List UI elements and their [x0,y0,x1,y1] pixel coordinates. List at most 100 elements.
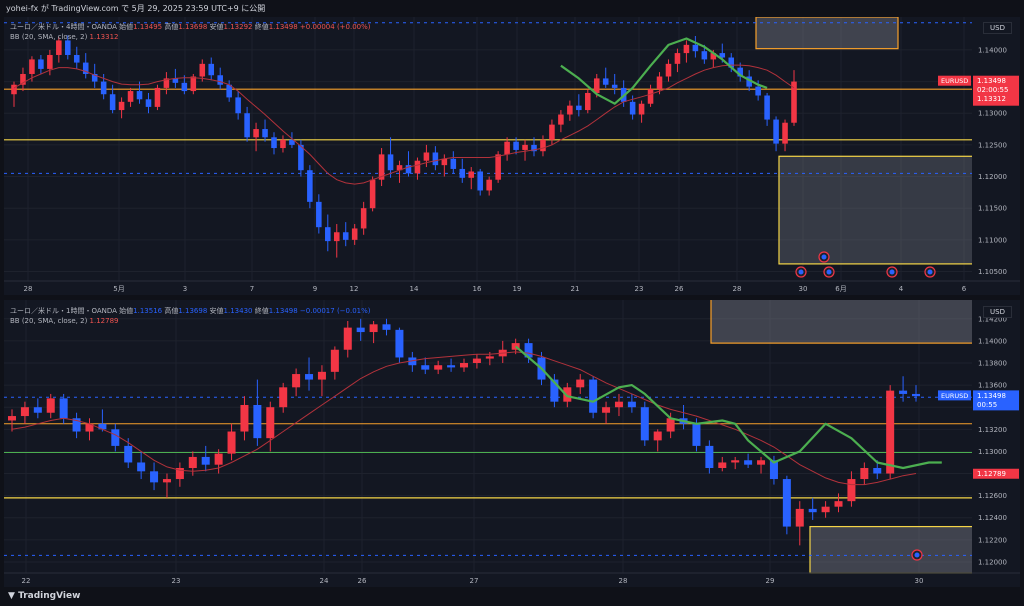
price-tick-label: 1.13800 [978,360,1007,368]
candle-body [731,460,740,463]
candle-body [38,59,44,69]
candle-body [653,431,662,441]
time-tick-label: 7 [250,285,254,293]
time-tick-label: 14 [410,285,419,293]
price-tick-label: 1.11500 [978,205,1007,213]
candle-body [154,87,161,107]
candle-body [485,356,494,359]
price-tick-label: 1.10500 [978,268,1007,276]
time-tick-label: 30 [799,285,808,293]
price-tick-label: 1.12400 [978,514,1007,522]
candle-body [227,431,236,454]
price-tick-label: 1.13200 [978,426,1007,434]
open-label: 始値 [119,307,134,315]
candle-body [369,179,376,209]
candle-body [298,144,304,171]
indicator-legend[interactable]: BB (20, SMA, close, 2) 1.13312 [10,33,119,41]
candle-body [111,429,120,446]
price-axis-bg [972,17,1020,295]
chart-canvas-4h[interactable]: 1.140001.135001.130001.125001.120001.115… [4,17,1020,295]
trend-path [560,37,768,105]
currency-button[interactable]: USD [983,306,1012,318]
zone-box [809,525,981,574]
currency-button[interactable]: USD [983,22,1012,34]
candle-body [746,76,752,87]
candle-body [513,141,519,150]
countdown-text: 02:00:55 [977,86,1008,94]
indicator-value: 1.12789 [89,317,119,325]
time-tick-label: 19 [513,285,522,293]
indicator-label: BB (20, SMA, close, 2) [10,33,88,41]
high-value: 1.13698 [178,23,208,31]
price-tick-label: 1.12600 [978,492,1007,500]
price-tick-label: 1.11000 [978,236,1007,244]
candle-body [589,379,598,413]
candle-body [674,53,681,64]
indicator-legend[interactable]: BB (20, SMA, close, 2) 1.12789 [10,317,119,325]
pane-divider[interactable] [4,295,1020,300]
price-tick-label: 1.13000 [978,110,1007,118]
candle-body [20,407,29,417]
candle-body [33,407,42,413]
candle-body [434,365,443,370]
candle-body [163,78,170,88]
candle-body [576,105,582,111]
time-tick-label: 28 [24,285,33,293]
candle-body [317,371,326,380]
candle-body [405,165,412,174]
publish-header: yohei-fx が TradingView.com で 5月 29, 2025… [0,0,1024,17]
candle-body [109,94,116,111]
candle-body [46,398,55,413]
candle-body [98,423,107,430]
candle-body [188,456,197,468]
time-tick-label: 3 [183,285,187,293]
candle-body [504,141,510,155]
candle-body [85,423,94,432]
time-tick-label: 28 [619,577,628,585]
candle-body [316,201,322,228]
candle-body [576,379,585,388]
candle-body [791,81,797,123]
candle-body [118,101,125,111]
candle-body [549,124,555,140]
candle-body [100,81,107,95]
candle-body [611,84,618,88]
candle-body [59,398,68,419]
candle-body [330,349,339,372]
footer-bar: ▼ TradingView [0,588,1024,606]
candle-body [627,401,636,408]
candle-body [408,357,417,366]
candle-body [486,179,492,191]
candles [7,318,921,546]
candle-body [834,501,843,507]
time-tick-label: 29 [766,577,775,585]
logo-text: TradingView [18,591,81,601]
candle-body [56,40,62,55]
candle-body [886,390,895,474]
candle-body [683,44,690,54]
candle-body [821,506,830,513]
candle-body [181,82,188,92]
price-tick-label: 1.12000 [978,173,1007,181]
tradingview-logo[interactable]: ▼ TradingView [8,591,80,601]
candle-body [737,67,743,77]
candle-body [280,139,286,149]
candle-body [638,103,645,115]
candle-body [266,407,275,439]
chart-panel-4h[interactable]: 1.140001.135001.130001.125001.120001.115… [4,17,1020,295]
candle-body [550,379,559,402]
time-tick-label: 24 [320,577,329,585]
price-badge [973,390,1019,411]
candle-body [217,75,223,85]
high-value: 1.13698 [178,307,208,315]
gridlines [4,300,972,573]
time-axis: 28 5月 3 7 9 12 14 16 19 21 23 26 28 30 6月 4 6 [4,280,1020,293]
candle-body [382,324,391,330]
candle-body [757,460,766,465]
time-tick-label: 9 [313,285,317,293]
price-axis: 1.142001.140001.138001.136001.134001.132… [972,300,1020,587]
chart-canvas-1h[interactable]: 1.142001.140001.138001.136001.134001.132… [4,300,1020,587]
candle-body [414,160,421,174]
chart-panel-1h[interactable]: 1.142001.140001.138001.136001.134001.132… [4,300,1020,587]
low-value: 1.13430 [223,307,253,315]
